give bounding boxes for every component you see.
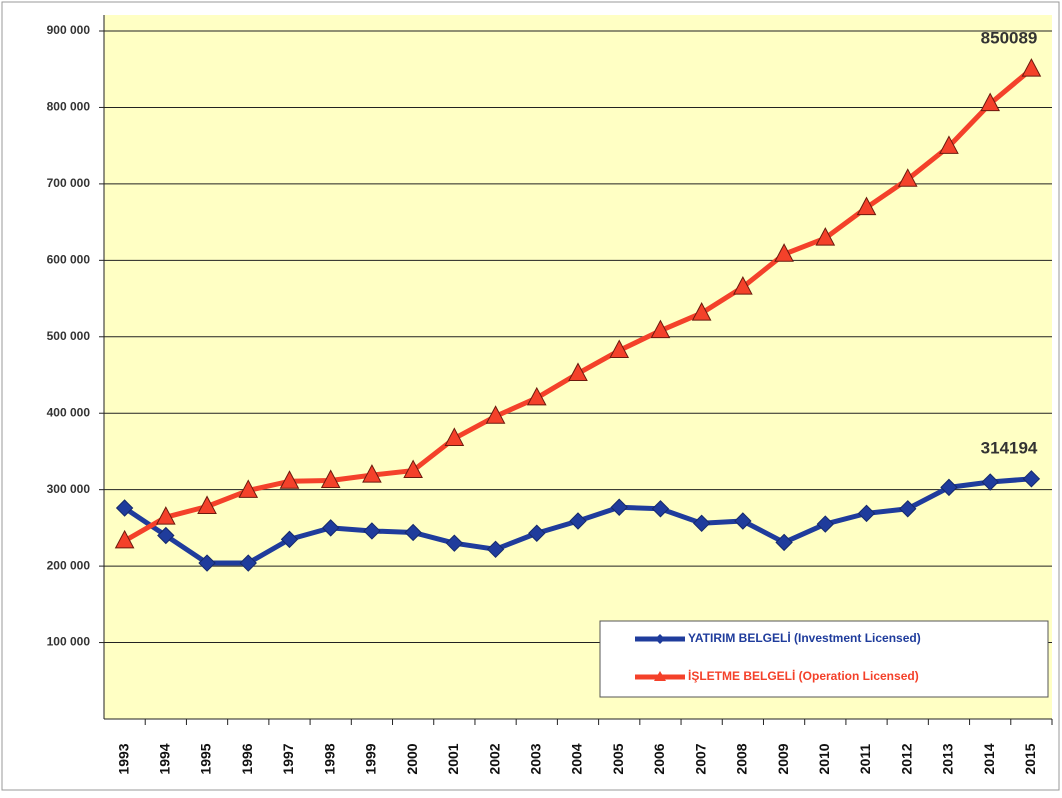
x-tick-label: 2011 — [857, 744, 873, 775]
data-label: 314194 — [981, 438, 1038, 457]
y-tick-label: 300 000 — [47, 482, 91, 496]
marker — [775, 533, 793, 552]
marker — [528, 524, 546, 542]
legend-label: YATIRIM BELGELİ (Investment Licensed) — [688, 630, 921, 645]
marker — [155, 506, 176, 525]
x-tick-label: 1998 — [321, 743, 337, 774]
legend-marker — [654, 671, 666, 681]
x-tick-label: 2007 — [692, 743, 708, 774]
marker — [610, 498, 628, 516]
marker — [856, 196, 877, 216]
marker — [403, 459, 423, 479]
marker — [157, 526, 175, 545]
marker — [857, 504, 876, 523]
marker — [526, 386, 547, 406]
legend-marker — [655, 634, 665, 644]
marker — [198, 554, 216, 572]
y-tick-label: 700 000 — [47, 176, 91, 190]
marker — [486, 540, 505, 559]
marker — [733, 276, 753, 295]
marker — [485, 405, 506, 424]
marker — [609, 339, 630, 359]
marker — [940, 478, 958, 497]
marker — [569, 512, 587, 530]
x-tick-label: 1994 — [157, 743, 173, 774]
x-tick-label: 2003 — [527, 743, 543, 774]
marker — [816, 515, 835, 533]
data-label: 850089 — [981, 29, 1038, 48]
marker — [774, 243, 794, 262]
x-tick-label: 2000 — [404, 743, 420, 774]
legend-label: İŞLETME BELGELİ (Operation Licensed) — [688, 668, 919, 683]
marker — [444, 427, 465, 446]
x-tick-label: 2005 — [610, 743, 626, 774]
marker — [362, 464, 382, 483]
marker — [114, 529, 135, 549]
y-tick-label: 900 000 — [47, 23, 91, 37]
marker — [1021, 58, 1042, 77]
marker — [238, 479, 259, 498]
x-tick-label: 2010 — [816, 743, 832, 774]
marker — [939, 135, 959, 154]
marker — [279, 470, 300, 489]
marker — [897, 168, 918, 187]
y-tick-label: 500 000 — [47, 329, 91, 343]
x-tick-label: 1995 — [198, 743, 214, 774]
x-tick-label: 1996 — [239, 743, 255, 774]
marker — [404, 523, 422, 542]
marker — [320, 469, 341, 488]
marker — [651, 500, 670, 518]
y-tick-label: 200 000 — [47, 558, 91, 572]
y-tick-label: 100 000 — [47, 635, 91, 649]
x-tick-label: 1999 — [363, 743, 379, 774]
marker — [815, 227, 836, 246]
x-tick-label: 2008 — [734, 743, 750, 774]
marker — [239, 554, 257, 572]
marker — [1022, 470, 1041, 488]
x-tick-label: 1997 — [280, 743, 296, 774]
marker — [197, 495, 217, 514]
x-tick-label: 2012 — [898, 743, 914, 774]
y-tick-label: 400 000 — [47, 405, 91, 419]
x-tick-label: 2004 — [569, 743, 585, 774]
x-tick-label: 2002 — [486, 743, 502, 774]
marker — [650, 319, 671, 339]
x-tick-label: 2001 — [445, 743, 461, 774]
x-tick-label: 1993 — [115, 743, 131, 774]
x-tick-label: 2013 — [940, 743, 956, 774]
marker — [445, 534, 464, 552]
marker — [363, 522, 381, 540]
marker — [568, 362, 588, 381]
x-tick-label: 2015 — [1022, 743, 1038, 774]
marker — [981, 473, 999, 491]
legend — [599, 620, 1049, 698]
marker — [734, 512, 752, 530]
marker — [899, 500, 917, 518]
x-tick-label: 2006 — [651, 743, 667, 774]
marker — [692, 514, 711, 533]
x-tick-label: 2014 — [981, 743, 997, 774]
marker — [280, 530, 299, 549]
marker — [115, 499, 134, 517]
marker — [321, 519, 340, 537]
y-tick-label: 600 000 — [47, 253, 91, 267]
marker — [980, 92, 1001, 112]
y-tick-label: 800 000 — [47, 100, 91, 114]
marker — [691, 302, 712, 321]
x-tick-label: 2009 — [775, 743, 791, 774]
